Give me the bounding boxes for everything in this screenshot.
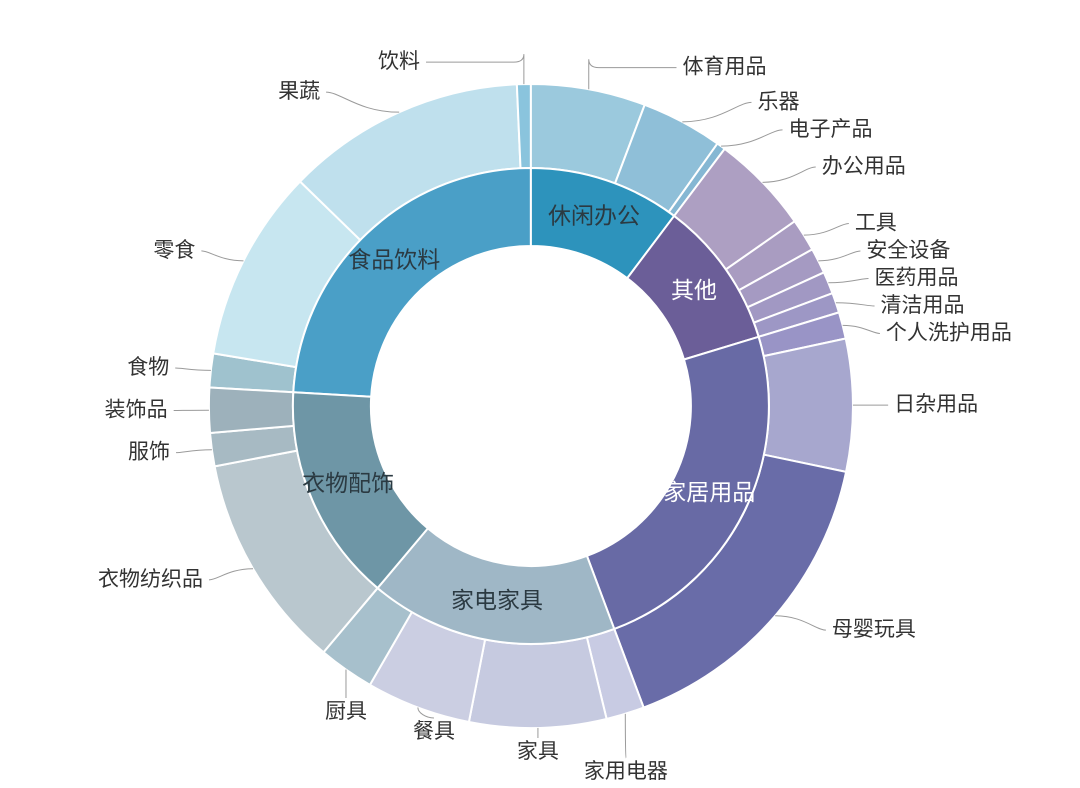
- svg-text:体育用品: 体育用品: [683, 56, 767, 79]
- svg-text:家用电器: 家用电器: [584, 760, 668, 783]
- svg-text:零食: 零食: [153, 239, 195, 262]
- svg-text:其他: 其他: [671, 277, 717, 303]
- svg-text:餐具: 餐具: [413, 720, 455, 743]
- svg-text:办公用品: 办公用品: [822, 155, 906, 178]
- svg-text:乐器: 乐器: [757, 90, 799, 113]
- svg-text:衣物配饰: 衣物配饰: [302, 470, 394, 496]
- svg-text:母婴玩具: 母婴玩具: [832, 618, 916, 641]
- svg-text:饮料: 饮料: [378, 50, 420, 73]
- svg-text:清洁用品: 清洁用品: [881, 294, 965, 317]
- svg-text:电子产品: 电子产品: [789, 118, 873, 141]
- svg-text:食物: 食物: [127, 356, 169, 379]
- svg-text:食品饮料: 食品饮料: [348, 246, 440, 272]
- svg-text:医药用品: 医药用品: [875, 266, 959, 289]
- svg-text:安全设备: 安全设备: [866, 239, 950, 262]
- svg-text:日杂用品: 日杂用品: [894, 393, 978, 416]
- svg-text:厨具: 厨具: [325, 700, 367, 723]
- svg-text:服饰: 服饰: [128, 441, 170, 464]
- svg-text:衣物纺织品: 衣物纺织品: [98, 568, 203, 591]
- svg-text:家电家具: 家电家具: [451, 587, 543, 613]
- svg-text:装饰品: 装饰品: [105, 399, 168, 422]
- svg-text:工具: 工具: [855, 211, 897, 234]
- svg-text:家居用品: 家居用品: [663, 479, 755, 505]
- svg-text:休闲办公: 休闲办公: [548, 202, 640, 228]
- svg-text:家具: 家具: [517, 740, 559, 763]
- svg-text:个人洗护用品: 个人洗护用品: [886, 321, 1012, 344]
- svg-text:果蔬: 果蔬: [278, 80, 320, 103]
